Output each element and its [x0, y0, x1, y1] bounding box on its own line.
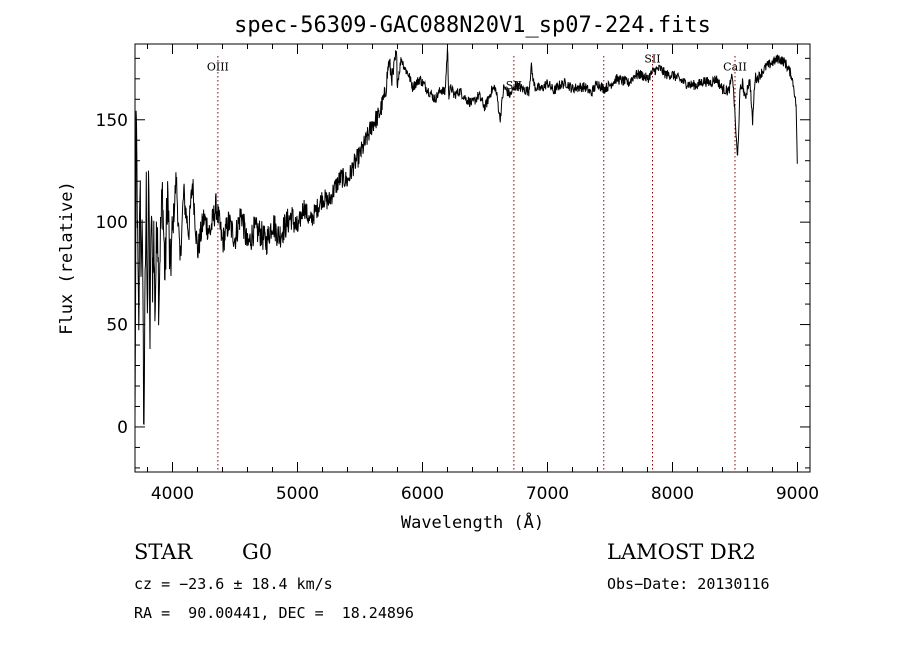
- redshift-readout: cz = −23.6 ± 18.4 km/s: [134, 575, 333, 593]
- x-tick-label: 4000: [151, 484, 194, 504]
- axis-ticks: 4000 5000 6000 7000 8000 9000 0 50 100 150: [96, 44, 819, 504]
- y-tick-label: 50: [106, 316, 128, 336]
- survey-label: LAMOST DR2: [607, 540, 756, 564]
- x-tick-label: 8000: [651, 484, 694, 504]
- chart-title: spec-56309-GAC088N20V1_sp07-224.fits: [234, 13, 711, 38]
- x-tick-label: 6000: [401, 484, 444, 504]
- reference-line-label: CaII: [723, 61, 747, 74]
- y-tick-label: 0: [117, 418, 128, 438]
- obs-date: Obs−Date: 20130116: [607, 575, 770, 593]
- object-class: STAR: [134, 540, 193, 564]
- plot-frame: [134, 43, 811, 473]
- x-tick-label: 9000: [776, 484, 819, 504]
- flux-series-line: [134, 48, 798, 425]
- x-tick-label: 7000: [526, 484, 569, 504]
- reference-line-label: OIII: [207, 61, 229, 74]
- x-axis-title: Wavelength (Å): [401, 511, 544, 533]
- y-tick-label: 150: [96, 111, 128, 131]
- y-axis-title: Flux (relative): [57, 181, 77, 335]
- reference-line-label: SII: [644, 52, 660, 65]
- x-tick-label: 5000: [276, 484, 319, 504]
- coordinates-readout: RA = 90.00441, DEC = 18.24896: [134, 604, 414, 622]
- object-subclass: G0: [242, 540, 273, 564]
- y-tick-label: 100: [96, 213, 128, 233]
